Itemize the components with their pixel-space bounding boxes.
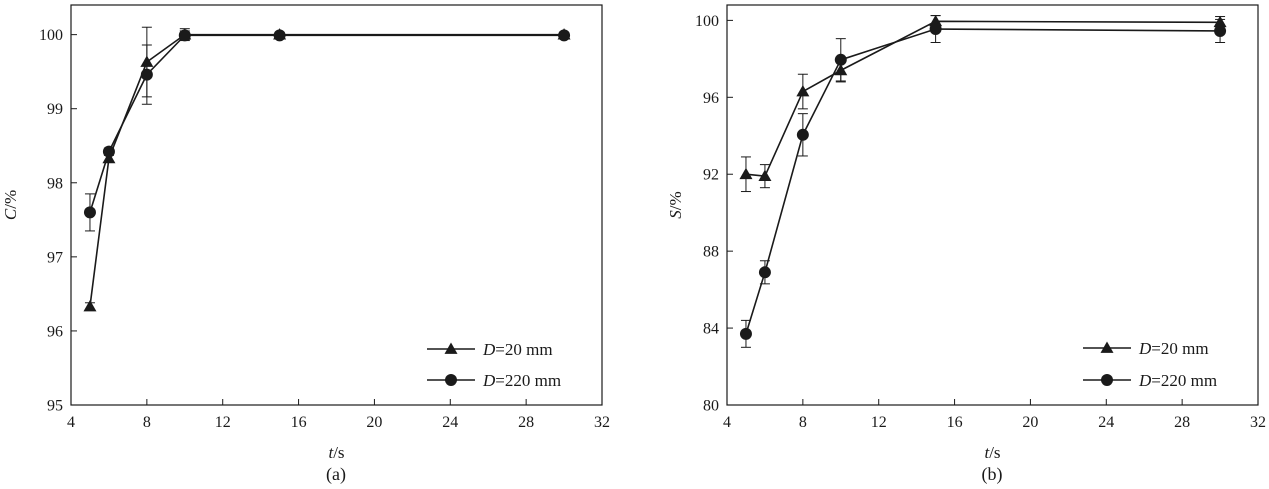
data-point [796, 85, 810, 97]
y-tick-label: 92 [703, 167, 719, 184]
legend-label: D=220 mm [482, 371, 561, 390]
legend-marker [445, 374, 457, 386]
x-tick-label: 12 [871, 414, 887, 431]
legend-label: D=220 mm [1138, 371, 1217, 390]
data-point [758, 169, 772, 182]
x-tick-label: 24 [442, 414, 458, 431]
series-triangle [739, 14, 1227, 193]
y-tick-label: 96 [703, 90, 719, 107]
y-tick-label: 100 [695, 13, 719, 30]
legend-entry: D=220 mm [1083, 371, 1217, 390]
y-axis-title-variable: S [666, 210, 685, 219]
x-tick-label: 16 [947, 414, 963, 431]
legend-label: D=20 mm [1138, 339, 1209, 358]
y-axis-title: C/% [1, 190, 20, 220]
y-axis-title-unit: /% [1, 190, 20, 209]
legend-entry: D=20 mm [427, 340, 553, 359]
data-point [739, 327, 752, 340]
series-triangle [83, 26, 571, 312]
data-point [929, 23, 942, 36]
y-tick-label: 98 [47, 175, 63, 192]
x-axis-title-variable: t [328, 443, 334, 462]
y-tick-label: 97 [47, 249, 63, 266]
legend: D=20 mmD=220 mm [1083, 339, 1217, 390]
y-tick-label: 95 [47, 398, 63, 415]
legend-value: =20 mm [1151, 339, 1208, 358]
x-tick-label: 28 [518, 414, 534, 431]
series-line [745, 28, 1221, 335]
data-point [834, 53, 847, 66]
chart-panel-a: 4 8 12 16 20 24 28 329596979899100C/%t/s(a)D=20… [1, 4, 610, 485]
x-tick-label: 12 [215, 414, 231, 431]
x-tick-label: 32 [594, 414, 610, 431]
x-tick-label: 20 [1022, 414, 1038, 431]
legend-variable: D [482, 371, 496, 390]
legend-entry: D=20 mm [1083, 339, 1209, 358]
data-point [273, 29, 286, 42]
data-point [796, 128, 809, 141]
y-axis-title: S/% [666, 191, 685, 218]
x-tick-label: 4 [723, 414, 731, 431]
y-tick-label: 80 [703, 398, 719, 415]
data-point [83, 299, 97, 312]
data-point [83, 206, 96, 219]
chart-panel-b: 4 8 12 16 20 24 28 328084889296100S/%t/s(b)D=20… [666, 4, 1266, 485]
legend-variable: D [482, 340, 496, 359]
y-tick-label: 84 [703, 321, 719, 338]
data-point [758, 266, 771, 279]
x-tick-label: 32 [1250, 414, 1266, 431]
y-tick-label: 88 [703, 244, 719, 261]
series-line [745, 20, 1221, 178]
x-axis-title-unit: /s [333, 443, 344, 462]
x-axis-title: t/s [984, 443, 1000, 462]
data-point [140, 68, 153, 81]
data-point [102, 145, 115, 158]
x-tick-label: 20 [366, 414, 382, 431]
legend: D=20 mmD=220 mm [427, 340, 561, 390]
plot-frame [726, 4, 1259, 406]
x-axis-title: t/s [328, 443, 344, 462]
y-tick-label: 99 [47, 101, 63, 118]
legend-marker [1101, 374, 1113, 386]
data-point [178, 29, 191, 42]
data-point [558, 29, 571, 42]
x-tick-label: 16 [291, 414, 307, 431]
x-tick-label: 4 [67, 414, 75, 431]
y-axis-title-variable: C [1, 208, 20, 220]
legend-variable: D [1138, 339, 1152, 358]
legend-value: =220 mm [495, 371, 561, 390]
x-tick-label: 8 [799, 414, 807, 431]
legend-marker [444, 342, 458, 354]
x-tick-label: 8 [143, 414, 151, 431]
data-point [1214, 24, 1227, 37]
legend-variable: D [1138, 371, 1152, 390]
data-point [739, 167, 753, 180]
y-tick-label: 100 [39, 27, 63, 44]
y-tick-label: 96 [47, 323, 63, 340]
plot-frame [70, 4, 603, 406]
legend-marker [1100, 341, 1114, 353]
panel-caption: (a) [326, 464, 346, 485]
x-axis-title-variable: t [984, 443, 990, 462]
legend-label: D=20 mm [482, 340, 553, 359]
x-axis-title-unit: /s [989, 443, 1000, 462]
legend-value: =20 mm [495, 340, 552, 359]
series-circle [739, 15, 1227, 348]
series-line [89, 34, 565, 213]
x-tick-label: 24 [1098, 414, 1114, 431]
legend-entry: D=220 mm [427, 371, 561, 390]
x-tick-label: 28 [1174, 414, 1190, 431]
y-axis-title-unit: /% [666, 191, 685, 210]
series-circle [83, 29, 571, 232]
panel-caption: (b) [982, 464, 1003, 485]
legend-value: =220 mm [1151, 371, 1217, 390]
series-line [89, 33, 565, 307]
